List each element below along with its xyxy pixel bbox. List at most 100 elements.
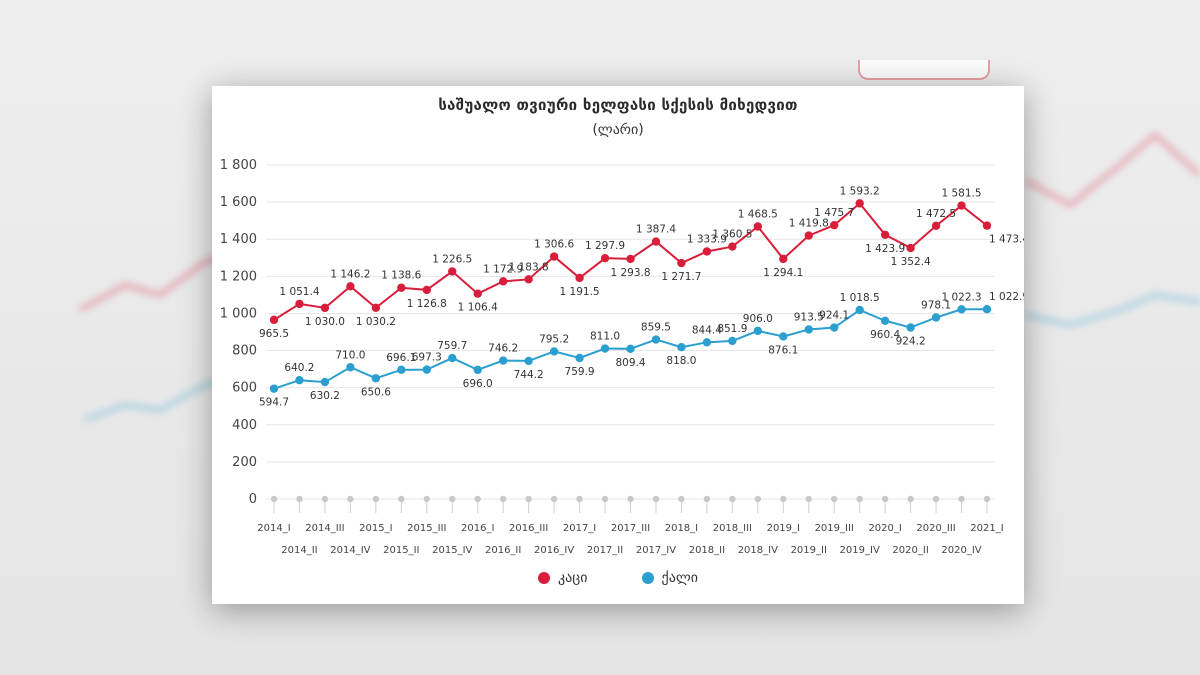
data-point-female	[549, 347, 559, 356]
legend-label-female: ქალი	[661, 570, 698, 586]
y-tick-label: 1 400	[220, 232, 257, 247]
data-point-male	[524, 275, 533, 284]
y-tick-label: 200	[232, 455, 257, 470]
x-tick-dot	[958, 495, 965, 503]
data-label-male: 1 352.4	[891, 256, 931, 268]
data-label-female: 746.2	[488, 343, 518, 355]
x-tick-label: 2014_I	[257, 523, 290, 534]
data-point-male	[626, 254, 635, 264]
data-label-female: 630.2	[310, 390, 340, 402]
data-point-male	[677, 258, 686, 268]
data-label-male: 1 030.0	[305, 316, 345, 328]
data-label-male: 1 419.8	[789, 218, 829, 230]
x-tick-dot	[525, 495, 532, 503]
y-tick-label: 1 200	[220, 269, 257, 284]
data-point-male	[295, 299, 304, 309]
x-tick-label: 2020_IV	[941, 545, 981, 556]
x-tick-dot	[983, 495, 991, 503]
data-label-female: 818.0	[666, 355, 696, 367]
x-tick-label: 2020_III	[916, 523, 955, 534]
data-label-female: 844.4	[692, 324, 722, 336]
data-point-male	[651, 237, 661, 246]
x-tick-dot	[881, 495, 889, 503]
y-tick-label: 600	[232, 381, 257, 396]
blurred-background-chart-right	[1024, 40, 1200, 640]
data-point-male	[753, 222, 763, 231]
data-point-male	[600, 253, 610, 263]
chart-title: საშუალო თვიური ხელფასი სქესის მიხედვით	[438, 96, 798, 114]
data-point-female	[269, 384, 279, 393]
data-label-male: 1 360.5	[712, 229, 752, 241]
x-tick-label: 2017_I	[563, 523, 596, 534]
x-tick-label: 2018_II	[689, 545, 725, 556]
x-tick-label: 2014_IV	[330, 545, 370, 556]
x-tick-label: 2017_III	[611, 523, 650, 534]
data-label-female: 913.5	[794, 311, 824, 323]
data-label-female: 809.4	[615, 357, 645, 369]
x-tick-dot	[754, 495, 762, 503]
x-tick-dot	[856, 495, 863, 503]
x-tick-dot	[398, 495, 405, 503]
data-point-female	[295, 376, 304, 385]
data-label-male: 1 191.5	[560, 286, 600, 298]
data-label-male: 1 226.5	[432, 253, 472, 265]
x-tick-dot	[703, 495, 711, 503]
data-label-female: 1 018.5	[840, 292, 880, 304]
data-point-male	[728, 242, 737, 251]
data-point-female	[728, 336, 737, 346]
data-point-male	[448, 267, 457, 276]
x-tick-label: 2019_III	[815, 523, 854, 534]
data-point-female	[779, 332, 788, 341]
legend-item-male: კაცი	[538, 570, 588, 586]
data-label-male: 1 297.9	[585, 240, 625, 252]
data-point-female	[422, 365, 431, 374]
x-tick-label: 2020_I	[868, 523, 901, 534]
data-point-female	[448, 353, 457, 363]
data-label-female: 851.9	[717, 323, 747, 335]
data-point-female	[397, 365, 406, 375]
x-tick-label: 2015_I	[359, 523, 392, 534]
data-label-female: 906.0	[743, 313, 773, 325]
data-point-female	[982, 304, 992, 314]
y-tick-label: 400	[232, 418, 257, 433]
data-point-male	[880, 230, 890, 239]
data-point-female	[626, 344, 635, 354]
data-point-male	[498, 277, 508, 286]
data-label-female: 640.2	[284, 362, 314, 374]
x-tick-label: 2020_II	[892, 545, 928, 556]
x-tick-dot	[601, 495, 609, 503]
x-tick-label: 2017_II	[587, 545, 623, 556]
x-tick-dot	[729, 495, 736, 503]
x-tick-label: 2019_IV	[840, 545, 880, 556]
data-label-female: 594.7	[259, 397, 289, 409]
data-label-female: 650.6	[361, 386, 391, 398]
x-tick-label: 2019_II	[791, 545, 827, 556]
x-tick-dot	[474, 495, 481, 503]
x-tick-dot	[296, 495, 303, 503]
data-point-male	[906, 243, 915, 253]
legend-item-female: ქალი	[641, 570, 698, 586]
data-point-female	[931, 313, 941, 322]
x-tick-label: 2015_III	[407, 523, 446, 534]
background-tab	[858, 60, 990, 80]
data-point-male	[320, 303, 330, 313]
y-tick-label: 1 600	[220, 195, 257, 210]
data-label-male: 1 106.4	[458, 302, 498, 314]
data-label-female: 1 022.9	[989, 291, 1024, 303]
data-point-male	[549, 252, 559, 261]
x-tick-dot	[270, 495, 278, 503]
x-tick-dot	[550, 495, 558, 503]
data-point-female	[855, 305, 864, 315]
data-label-female: 697.3	[412, 352, 442, 364]
x-tick-label: 2015_IV	[432, 545, 472, 556]
data-label-female: 759.7	[437, 340, 467, 352]
data-label-male: 965.5	[259, 328, 289, 340]
x-tick-dot	[347, 495, 354, 503]
data-label-female: 1 022.3	[941, 291, 981, 303]
data-point-female	[702, 338, 712, 347]
x-tick-label: 2018_I	[665, 523, 698, 534]
x-tick-label: 2019_I	[767, 523, 800, 534]
x-tick-dot	[831, 495, 838, 503]
data-point-female	[524, 356, 533, 366]
data-point-male	[269, 315, 279, 325]
